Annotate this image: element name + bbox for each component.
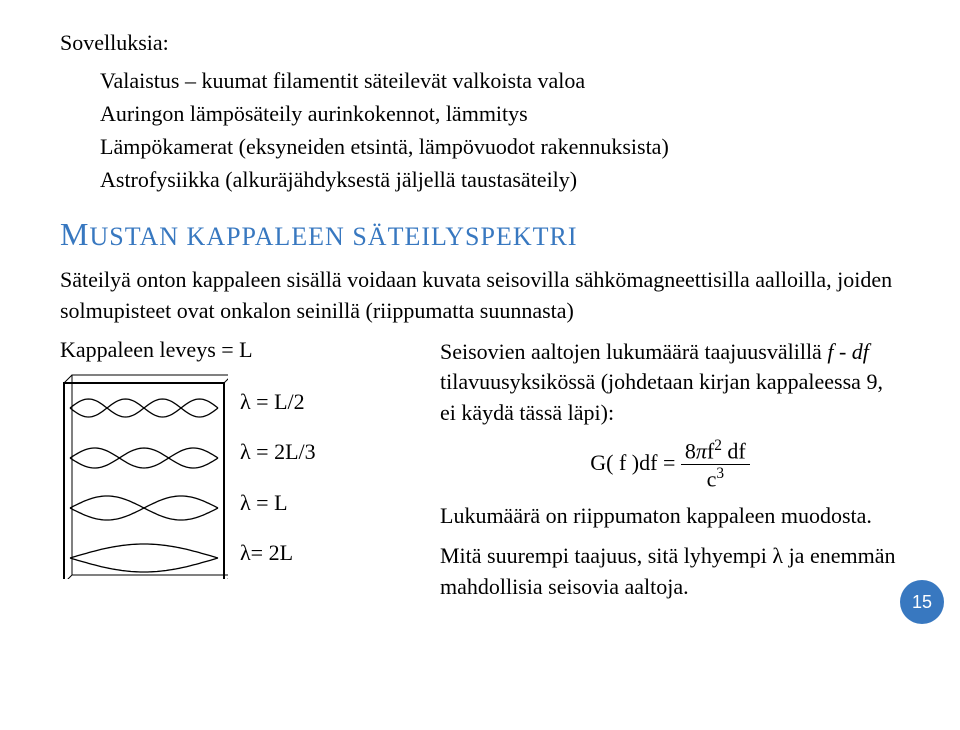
lambda-label: λ = 2L/3: [240, 427, 316, 478]
formula-numerator: 8πf2 df: [681, 437, 750, 465]
lambda-label: λ = L: [240, 478, 316, 529]
p1-text: Seisovien aaltojen lukumäärä taajuus­väl…: [440, 339, 827, 364]
num-exp: 2: [714, 437, 722, 454]
lambda-label: λ= 2L: [240, 528, 316, 579]
box-label: Kappaleen leveys = L: [60, 337, 420, 363]
heading-cap: M: [60, 216, 89, 252]
intro-paragraph: Säteilyä onton kappaleen sisällä voidaan…: [60, 265, 900, 327]
right-column: Seisovien aaltojen lukumäärä taajuus­väl…: [420, 337, 900, 603]
section-heading: MUSTAN KAPPALEEN SÄTEILYSPEKTRI: [60, 216, 900, 253]
formula: G( f )df = 8πf2 df c3: [440, 437, 900, 493]
page-number: 15: [912, 592, 932, 613]
right-p2: Lukumäärä on riippumaton kappaleen muodo…: [440, 501, 900, 532]
cavity-figure: λ = L/2 λ = 2L/3 λ = L λ= 2L: [60, 371, 420, 579]
app-item: Astrofysiikka (alkuräjähdyksestä jäljell…: [100, 163, 900, 196]
page-number-badge: 15: [900, 580, 944, 624]
heading-rest: USTAN KAPPALEEN SÄTEILYSPEKTRI: [89, 222, 577, 251]
formula-fraction: 8πf2 df c3: [681, 437, 750, 493]
left-column: Kappaleen leveys = L λ = L/2 λ = 2L/3 λ …: [60, 337, 420, 603]
lambda-label: λ = L/2: [240, 377, 316, 428]
app-item: Lämpökamerat (eksyneiden etsintä, lämpöv…: [100, 130, 900, 163]
cavity-svg: [60, 371, 228, 579]
formula-lhs: G( f )df =: [590, 450, 675, 475]
slide: Sovelluksia: Valaistus – kuumat filament…: [0, 0, 960, 730]
den-c: c: [707, 467, 717, 492]
num-pi: π: [696, 438, 707, 463]
app-item: Valaistus – kuumat filamentit säteilevät…: [100, 64, 900, 97]
app-item: Auringon lämpösäteily aurinkokennot, läm…: [100, 97, 900, 130]
applications-list: Valaistus – kuumat filamentit säteilevät…: [100, 64, 900, 196]
right-p1: Seisovien aaltojen lukumäärä taajuus­väl…: [440, 337, 900, 429]
applications-title: Sovelluksia:: [60, 30, 900, 56]
p1-italic: f - df: [827, 339, 869, 364]
p1-mid: tilavuusyksikössä (johdetaan kirjan kapp…: [440, 369, 883, 425]
den-exp: 3: [716, 465, 724, 482]
lambda-labels: λ = L/2 λ = 2L/3 λ = L λ= 2L: [240, 371, 316, 579]
right-p3: Mitä suurempi taajuus, sitä lyhyempi λ j…: [440, 541, 900, 603]
two-column-region: Kappaleen leveys = L λ = L/2 λ = 2L/3 λ …: [60, 337, 900, 603]
num-8: 8: [685, 438, 696, 463]
num-df: df: [722, 438, 746, 463]
formula-denominator: c3: [681, 465, 750, 492]
